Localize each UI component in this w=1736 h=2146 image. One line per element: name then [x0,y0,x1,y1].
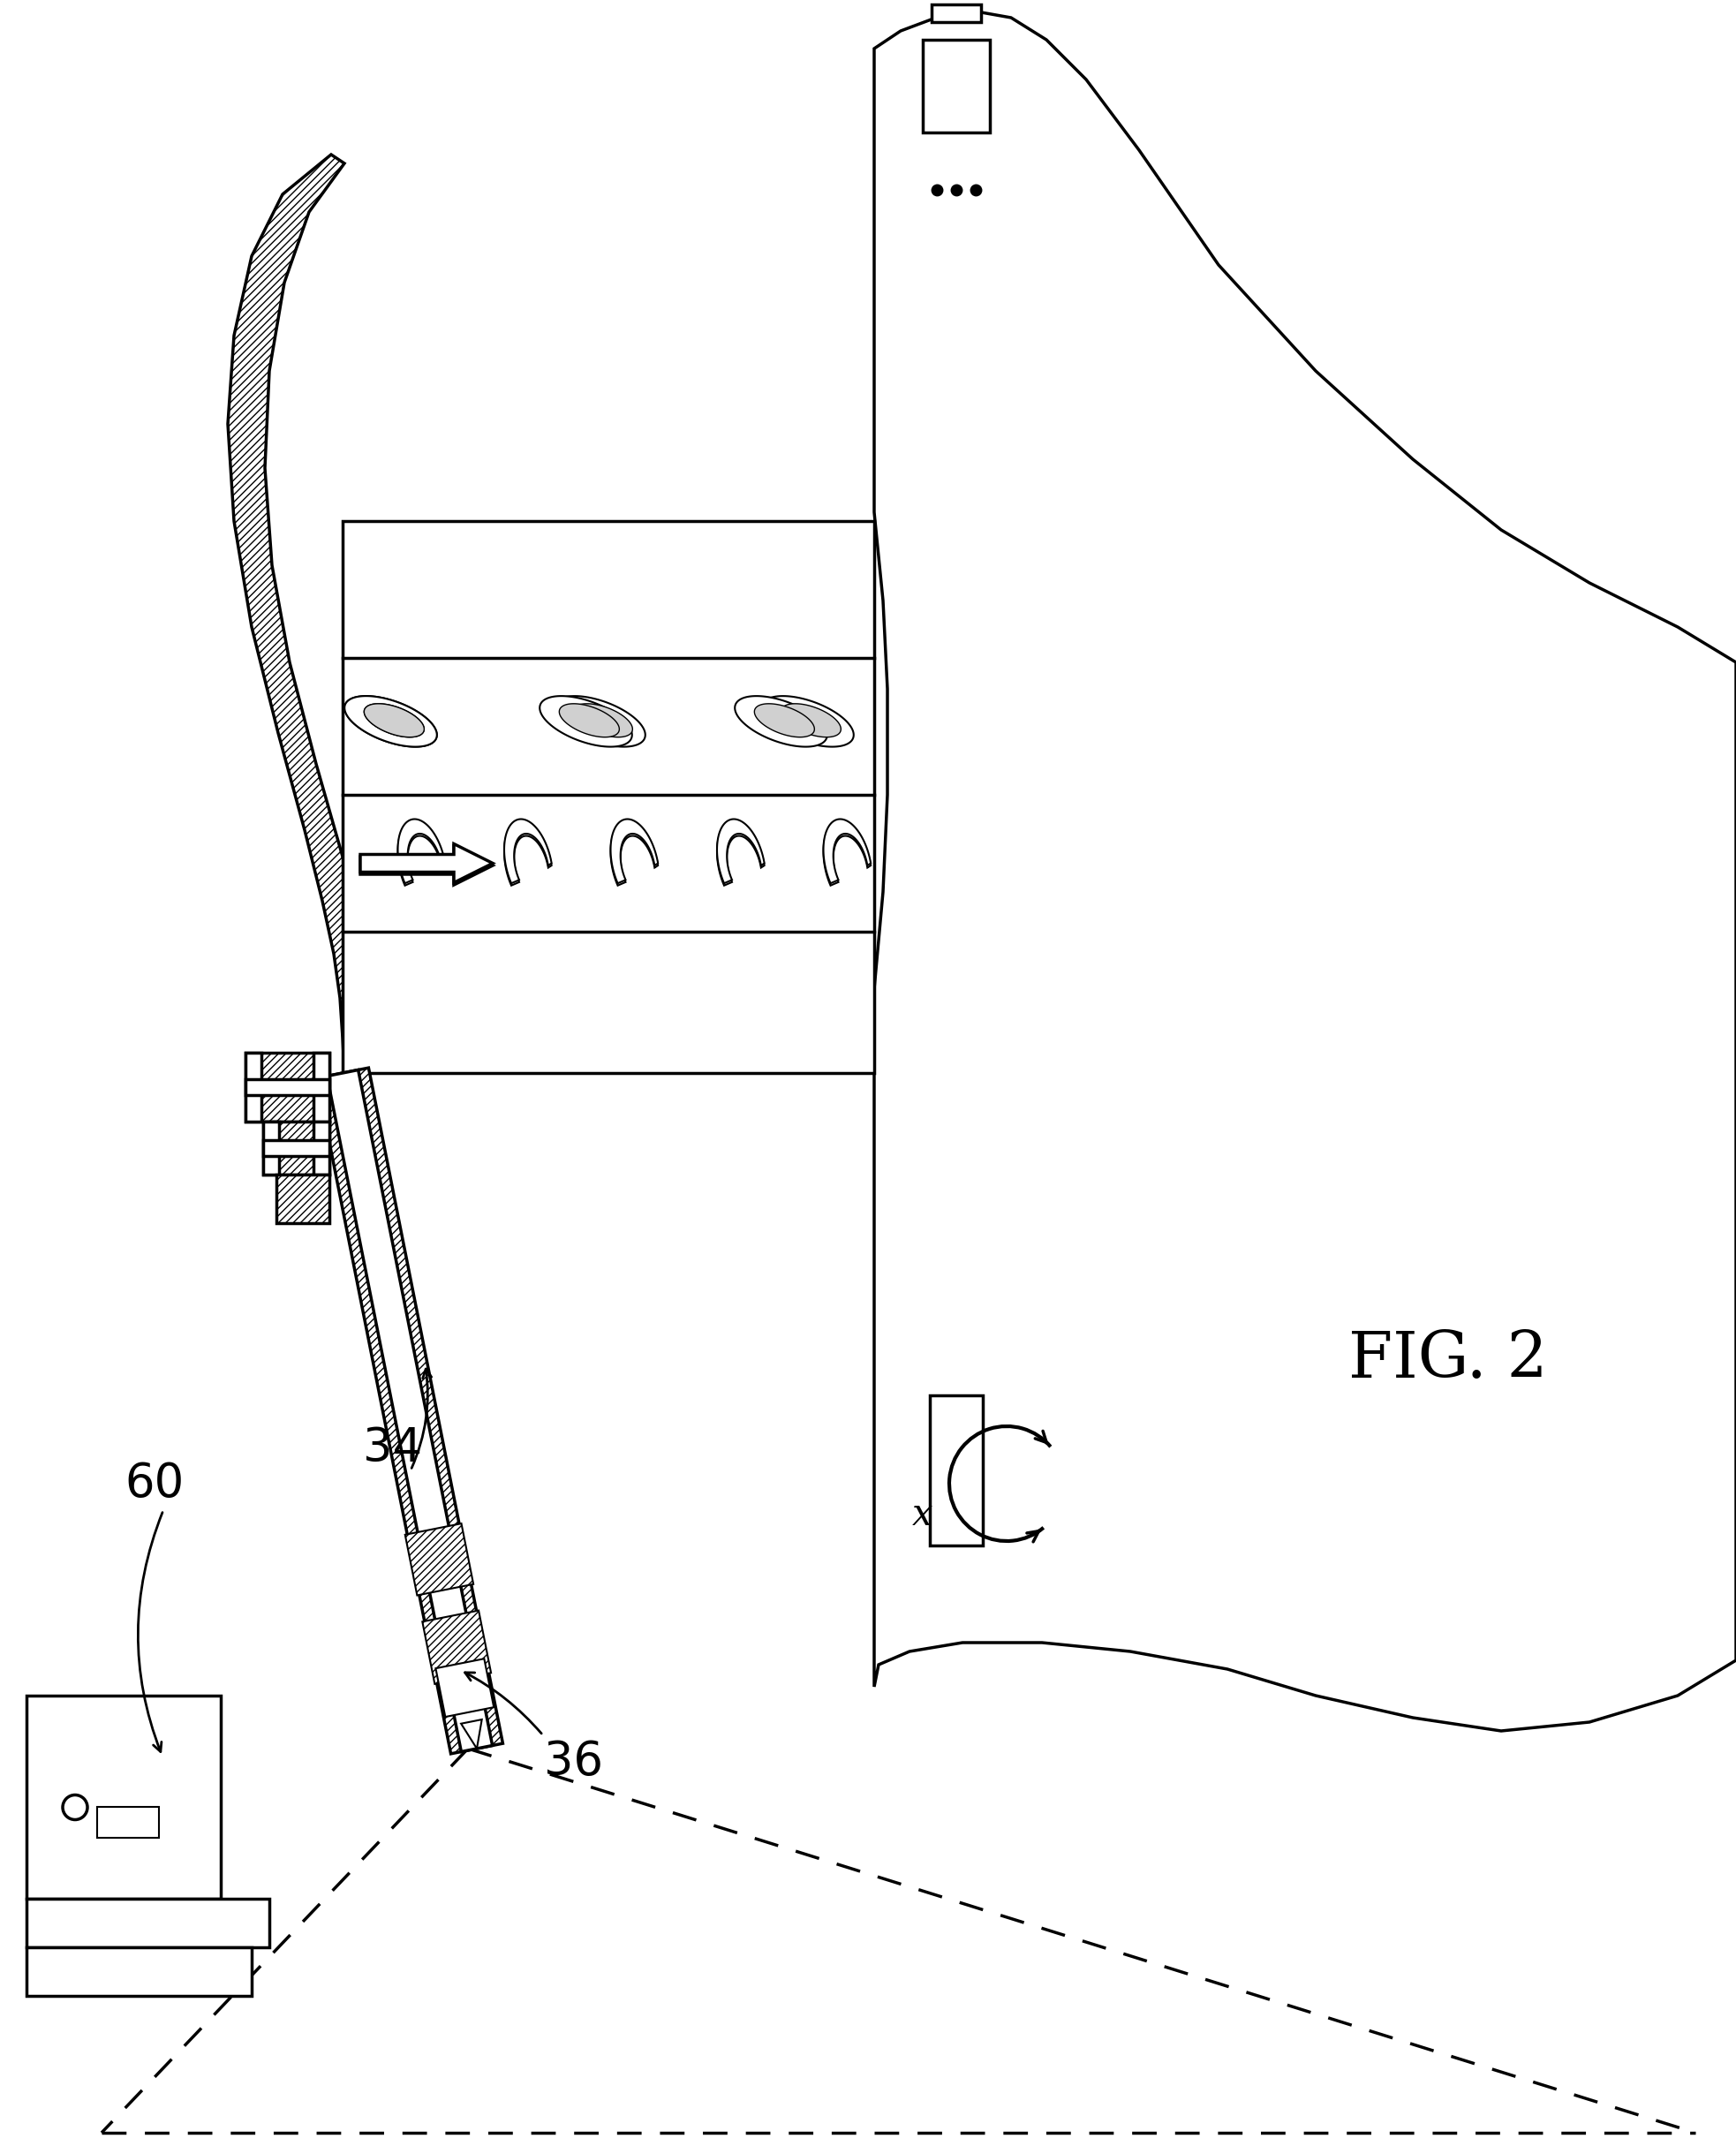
Polygon shape [404,1524,474,1594]
Polygon shape [554,695,646,747]
Polygon shape [398,820,444,884]
Polygon shape [245,1054,330,1122]
Polygon shape [462,1719,483,1749]
Bar [245,1054,262,1122]
Bar [26,1946,252,1996]
Polygon shape [755,704,814,736]
Bar [930,1395,983,1545]
Polygon shape [326,1071,493,1751]
Polygon shape [365,704,424,736]
Polygon shape [398,822,444,886]
Bar [924,41,990,133]
Polygon shape [717,822,764,886]
Polygon shape [540,695,632,747]
Bar [932,4,981,21]
Text: 60: 60 [125,1461,184,1506]
Polygon shape [823,822,871,886]
Text: x: x [913,1496,934,1532]
Polygon shape [611,820,658,884]
Bar [26,1695,220,1899]
Polygon shape [762,695,854,747]
Text: FIG. 2: FIG. 2 [1349,1328,1549,1391]
Polygon shape [734,695,826,747]
Polygon shape [559,704,620,736]
Polygon shape [227,155,380,1073]
Polygon shape [344,695,437,747]
Polygon shape [276,1174,330,1223]
Polygon shape [875,11,1736,1732]
Polygon shape [573,704,632,736]
Bar [264,1122,279,1174]
Polygon shape [436,1659,493,1717]
Polygon shape [422,1610,491,1685]
Text: 34: 34 [363,1425,422,1472]
Polygon shape [264,1122,330,1174]
Bar [97,1807,160,1837]
Bar [342,521,875,1073]
Polygon shape [503,820,552,884]
Text: 36: 36 [545,1738,604,1785]
Polygon shape [361,843,493,882]
Polygon shape [717,820,764,884]
Polygon shape [344,695,437,747]
Polygon shape [781,704,840,736]
Bar [314,1122,330,1174]
Polygon shape [361,846,493,884]
Bar [245,1079,330,1094]
Polygon shape [611,822,658,886]
Polygon shape [503,822,552,886]
Bar [314,1054,330,1122]
Polygon shape [316,1069,503,1753]
Bar [26,1899,269,1946]
Polygon shape [365,704,424,736]
Bar [264,1140,330,1157]
Polygon shape [823,820,871,884]
